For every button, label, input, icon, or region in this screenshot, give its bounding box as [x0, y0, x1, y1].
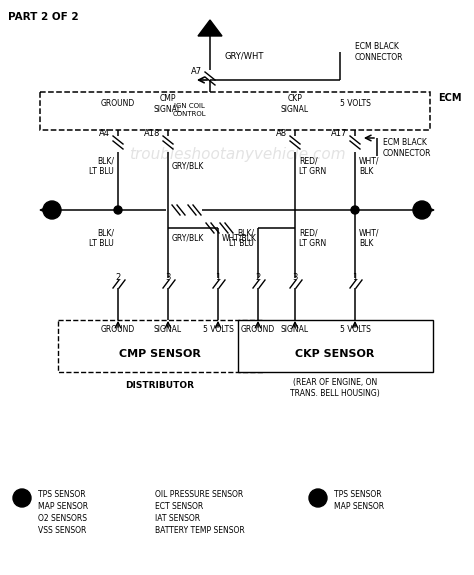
Text: PART 2 OF 2: PART 2 OF 2 — [8, 12, 79, 22]
Polygon shape — [40, 205, 53, 214]
Text: A17: A17 — [331, 129, 347, 139]
Text: RED/
LT GRN: RED/ LT GRN — [299, 228, 326, 248]
Text: MAP SENSOR: MAP SENSOR — [334, 502, 384, 511]
Text: 3: 3 — [165, 274, 171, 282]
Text: A18: A18 — [144, 129, 160, 139]
Text: 1: 1 — [352, 274, 357, 282]
Text: A7: A7 — [191, 67, 202, 76]
Polygon shape — [198, 20, 222, 36]
Text: SIGNAL: SIGNAL — [154, 325, 182, 335]
Circle shape — [114, 206, 122, 214]
Text: CMP
SIGNAL: CMP SIGNAL — [154, 94, 182, 114]
Text: WHT/
BLK: WHT/ BLK — [359, 228, 380, 248]
Text: TPS SENSOR: TPS SENSOR — [38, 490, 86, 499]
Text: ECM BLACK
CONNECTOR: ECM BLACK CONNECTOR — [383, 139, 431, 158]
Text: B: B — [314, 493, 322, 503]
Circle shape — [309, 489, 327, 507]
Text: WHT/
BLK: WHT/ BLK — [359, 156, 380, 176]
Text: IGN COIL
CONTROL: IGN COIL CONTROL — [172, 104, 206, 117]
Text: (REAR OF ENGINE, ON
TRANS. BELL HOUSING): (REAR OF ENGINE, ON TRANS. BELL HOUSING) — [290, 378, 380, 398]
Text: B: B — [419, 205, 426, 215]
Text: A4: A4 — [99, 129, 110, 139]
Text: GROUND: GROUND — [101, 325, 135, 335]
Text: OIL PRESSURE SENSOR: OIL PRESSURE SENSOR — [155, 490, 243, 499]
Text: GROUND: GROUND — [101, 99, 135, 109]
Text: troubleshootanyvehicle.com: troubleshootanyvehicle.com — [128, 148, 346, 163]
Text: CKP SENSOR: CKP SENSOR — [295, 349, 374, 359]
Text: RED/
LT GRN: RED/ LT GRN — [299, 156, 326, 176]
Text: VSS SENSOR: VSS SENSOR — [38, 526, 86, 535]
Text: TPS SENSOR: TPS SENSOR — [334, 490, 382, 499]
Text: BATTERY TEMP SENSOR: BATTERY TEMP SENSOR — [155, 526, 245, 535]
Text: BLK/
LT BLU: BLK/ LT BLU — [229, 228, 254, 248]
Text: 2: 2 — [255, 274, 261, 282]
Text: MAP SENSOR: MAP SENSOR — [38, 502, 88, 511]
Bar — [40, 92, 430, 130]
Bar — [58, 320, 263, 372]
Circle shape — [13, 489, 31, 507]
Text: O2 SENSORS: O2 SENSORS — [38, 514, 87, 523]
Text: DISTRIBUTOR: DISTRIBUTOR — [126, 381, 194, 390]
Text: 5 VOLTS: 5 VOLTS — [339, 99, 371, 109]
Text: ECM BLACK
CONNECTOR: ECM BLACK CONNECTOR — [355, 43, 403, 62]
Text: BLK/
LT BLU: BLK/ LT BLU — [89, 228, 114, 248]
Text: GROUND: GROUND — [241, 325, 275, 335]
Text: 5 VOLTS: 5 VOLTS — [202, 325, 233, 335]
Text: WHT/BLK: WHT/BLK — [222, 233, 257, 243]
Text: A8: A8 — [276, 129, 287, 139]
Text: ECT SENSOR: ECT SENSOR — [155, 502, 203, 511]
Text: GRY/WHT: GRY/WHT — [225, 52, 264, 60]
Text: GRY/BLK: GRY/BLK — [172, 162, 204, 171]
Text: GRY/BLK: GRY/BLK — [172, 233, 204, 243]
Text: ECM: ECM — [438, 93, 462, 103]
Circle shape — [413, 201, 431, 219]
Circle shape — [43, 201, 61, 219]
Text: IAT SENSOR: IAT SENSOR — [155, 514, 200, 523]
Text: A: A — [48, 205, 56, 215]
Circle shape — [351, 206, 359, 214]
Text: SIGNAL: SIGNAL — [281, 325, 309, 335]
Text: CKP
SIGNAL: CKP SIGNAL — [281, 94, 309, 114]
Text: 3: 3 — [292, 274, 298, 282]
Text: 1: 1 — [215, 274, 220, 282]
Text: CMP SENSOR: CMP SENSOR — [119, 349, 201, 359]
Bar — [238, 320, 433, 372]
Text: 2: 2 — [115, 274, 120, 282]
Text: A: A — [18, 493, 26, 503]
Text: BLK/
LT BLU: BLK/ LT BLU — [89, 156, 114, 176]
Text: A: A — [206, 25, 214, 35]
Polygon shape — [421, 205, 434, 214]
Text: 5 VOLTS: 5 VOLTS — [339, 325, 371, 335]
